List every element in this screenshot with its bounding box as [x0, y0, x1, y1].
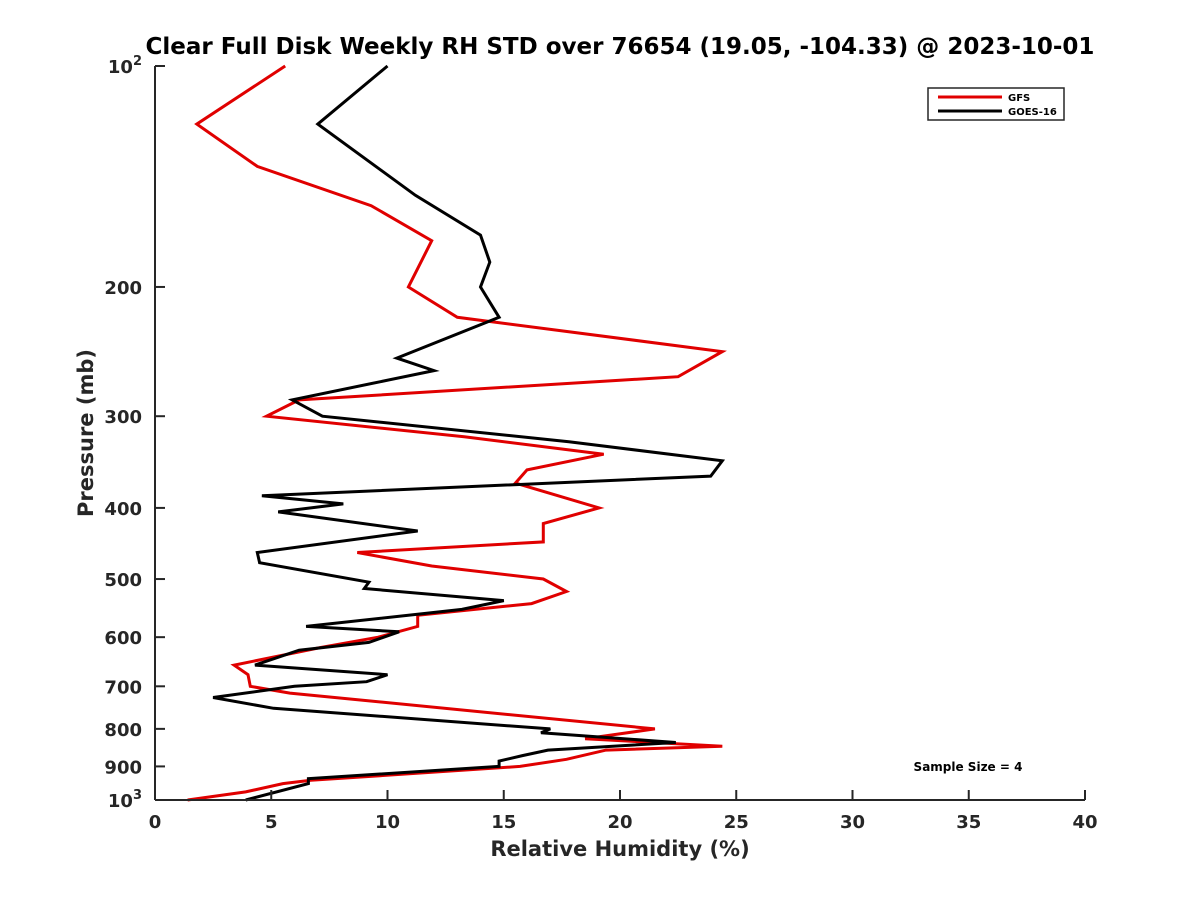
chart-title: Clear Full Disk Weekly RH STD over 76654…: [146, 34, 1095, 60]
legend-items: GFS GOES-16: [938, 93, 1057, 118]
x-ticks: 0 5 10 15 20 25 30 35 40: [149, 790, 1098, 833]
x-tick-label: 5: [265, 812, 278, 833]
sample-size-annotation: Sample Size = 4: [914, 760, 1023, 774]
series-line-gfs: [187, 64, 727, 802]
x-axis-label: Relative Humidity (%): [490, 837, 749, 861]
y-tick-label: 200: [104, 278, 142, 299]
y-tick-label: 700: [104, 677, 142, 698]
y-tick-label: 600: [104, 628, 142, 649]
legend: GFS GOES-16: [927, 87, 1065, 121]
x-tick-label: 40: [1072, 812, 1097, 833]
y-ticks: 102 200 300 400 500 600 700 800 900 103: [104, 54, 165, 812]
legend-box: [927, 87, 1065, 121]
x-tick-label: 15: [491, 812, 516, 833]
y-tick-label: 300: [104, 407, 142, 428]
series-line-goes-16: [212, 64, 726, 802]
x-tick-label: 35: [956, 812, 981, 833]
x-tick-label: 30: [840, 812, 865, 833]
x-tick-label: 20: [607, 812, 632, 833]
legend-label: GOES-16: [1008, 107, 1057, 118]
y-axis-label: Pressure (mb): [74, 349, 98, 517]
x-tick-label: 10: [375, 812, 400, 833]
y-tick-label: 103: [108, 788, 142, 812]
y-tick-label: 400: [104, 499, 142, 520]
y-tick-label: 800: [104, 720, 142, 741]
y-tick-label: 900: [104, 757, 142, 778]
series-layer: [187, 64, 727, 802]
y-tick-label: 102: [108, 54, 142, 78]
plot-area: 0 5 10 15 20 25 30 35 40 102 200 300 400 500 600 700 80…: [104, 54, 1097, 833]
x-tick-label: 0: [149, 812, 162, 833]
x-tick-label: 25: [724, 812, 749, 833]
legend-label: GFS: [1008, 93, 1030, 104]
y-tick-label: 500: [104, 570, 142, 591]
